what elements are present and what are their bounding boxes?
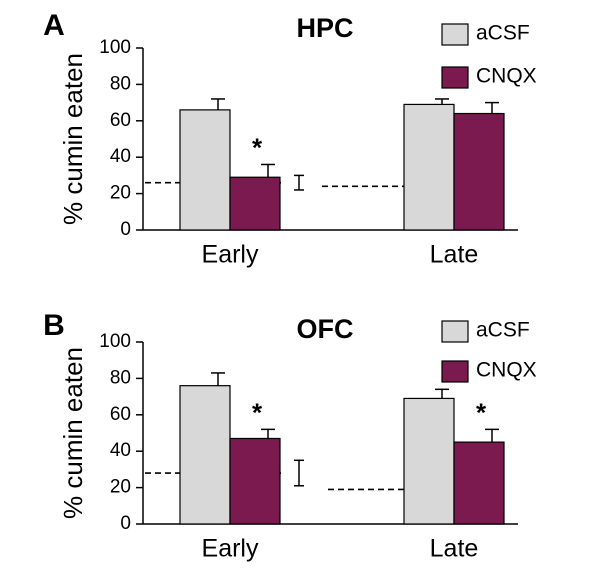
chart-panel-b: B OFC % cumin eaten 0 20 40 60 80 100 * Early * Late… xyxy=(43,309,537,563)
legend-label: aCSF xyxy=(476,22,530,45)
legend-swatch-cnqx xyxy=(441,66,469,89)
y-axis-label: % cumin eaten xyxy=(58,53,88,225)
legend-swatch-acsf xyxy=(441,320,469,343)
y-tick-label: 100 xyxy=(99,37,131,58)
category-label: Early xyxy=(202,535,259,563)
bar-acsf-late xyxy=(403,103,455,231)
legend-swatch-cnqx xyxy=(441,360,469,383)
y-tick-label: 60 xyxy=(110,404,131,425)
category-label: Late xyxy=(430,535,479,563)
y-tick-label: 20 xyxy=(110,477,131,498)
significance-marker: * xyxy=(252,397,263,427)
bar-cnqx-late xyxy=(453,112,505,231)
bar-cnqx-late xyxy=(453,441,505,525)
category-label: Late xyxy=(430,241,479,269)
significance-marker: * xyxy=(252,132,263,162)
y-tick-label: 0 xyxy=(120,513,131,534)
legend-label: CNQX xyxy=(476,65,537,88)
y-tick-label: 40 xyxy=(110,440,131,461)
y-tick-label: 0 xyxy=(120,219,131,240)
legend-swatch-acsf xyxy=(441,23,469,46)
y-axis-label: % cumin eaten xyxy=(58,347,88,519)
bar-acsf-early xyxy=(179,385,231,525)
bar-acsf-late xyxy=(403,397,455,525)
y-tick-label: 80 xyxy=(110,367,131,388)
panel-letter: A xyxy=(43,9,65,42)
legend-label: CNQX xyxy=(476,359,537,382)
y-tick-label: 100 xyxy=(99,331,131,352)
y-tick-label: 80 xyxy=(110,73,131,94)
category-label: Early xyxy=(202,241,259,269)
chart-panel-a: A HPC % cumin eaten 0 20 40 60 80 100 * Early Late a… xyxy=(43,9,537,269)
y-tick-label: 60 xyxy=(110,110,131,131)
y-tick-label: 40 xyxy=(110,146,131,167)
legend-label: aCSF xyxy=(476,319,530,342)
significance-marker: * xyxy=(476,397,487,427)
bar-cnqx-early xyxy=(229,437,281,525)
y-tick-label: 20 xyxy=(110,183,131,204)
bar-cnqx-early xyxy=(229,176,281,231)
panel-letter: B xyxy=(43,309,65,342)
bar-acsf-early xyxy=(179,109,231,231)
chart-title: OFC xyxy=(297,314,354,344)
chart-title: HPC xyxy=(296,13,353,43)
